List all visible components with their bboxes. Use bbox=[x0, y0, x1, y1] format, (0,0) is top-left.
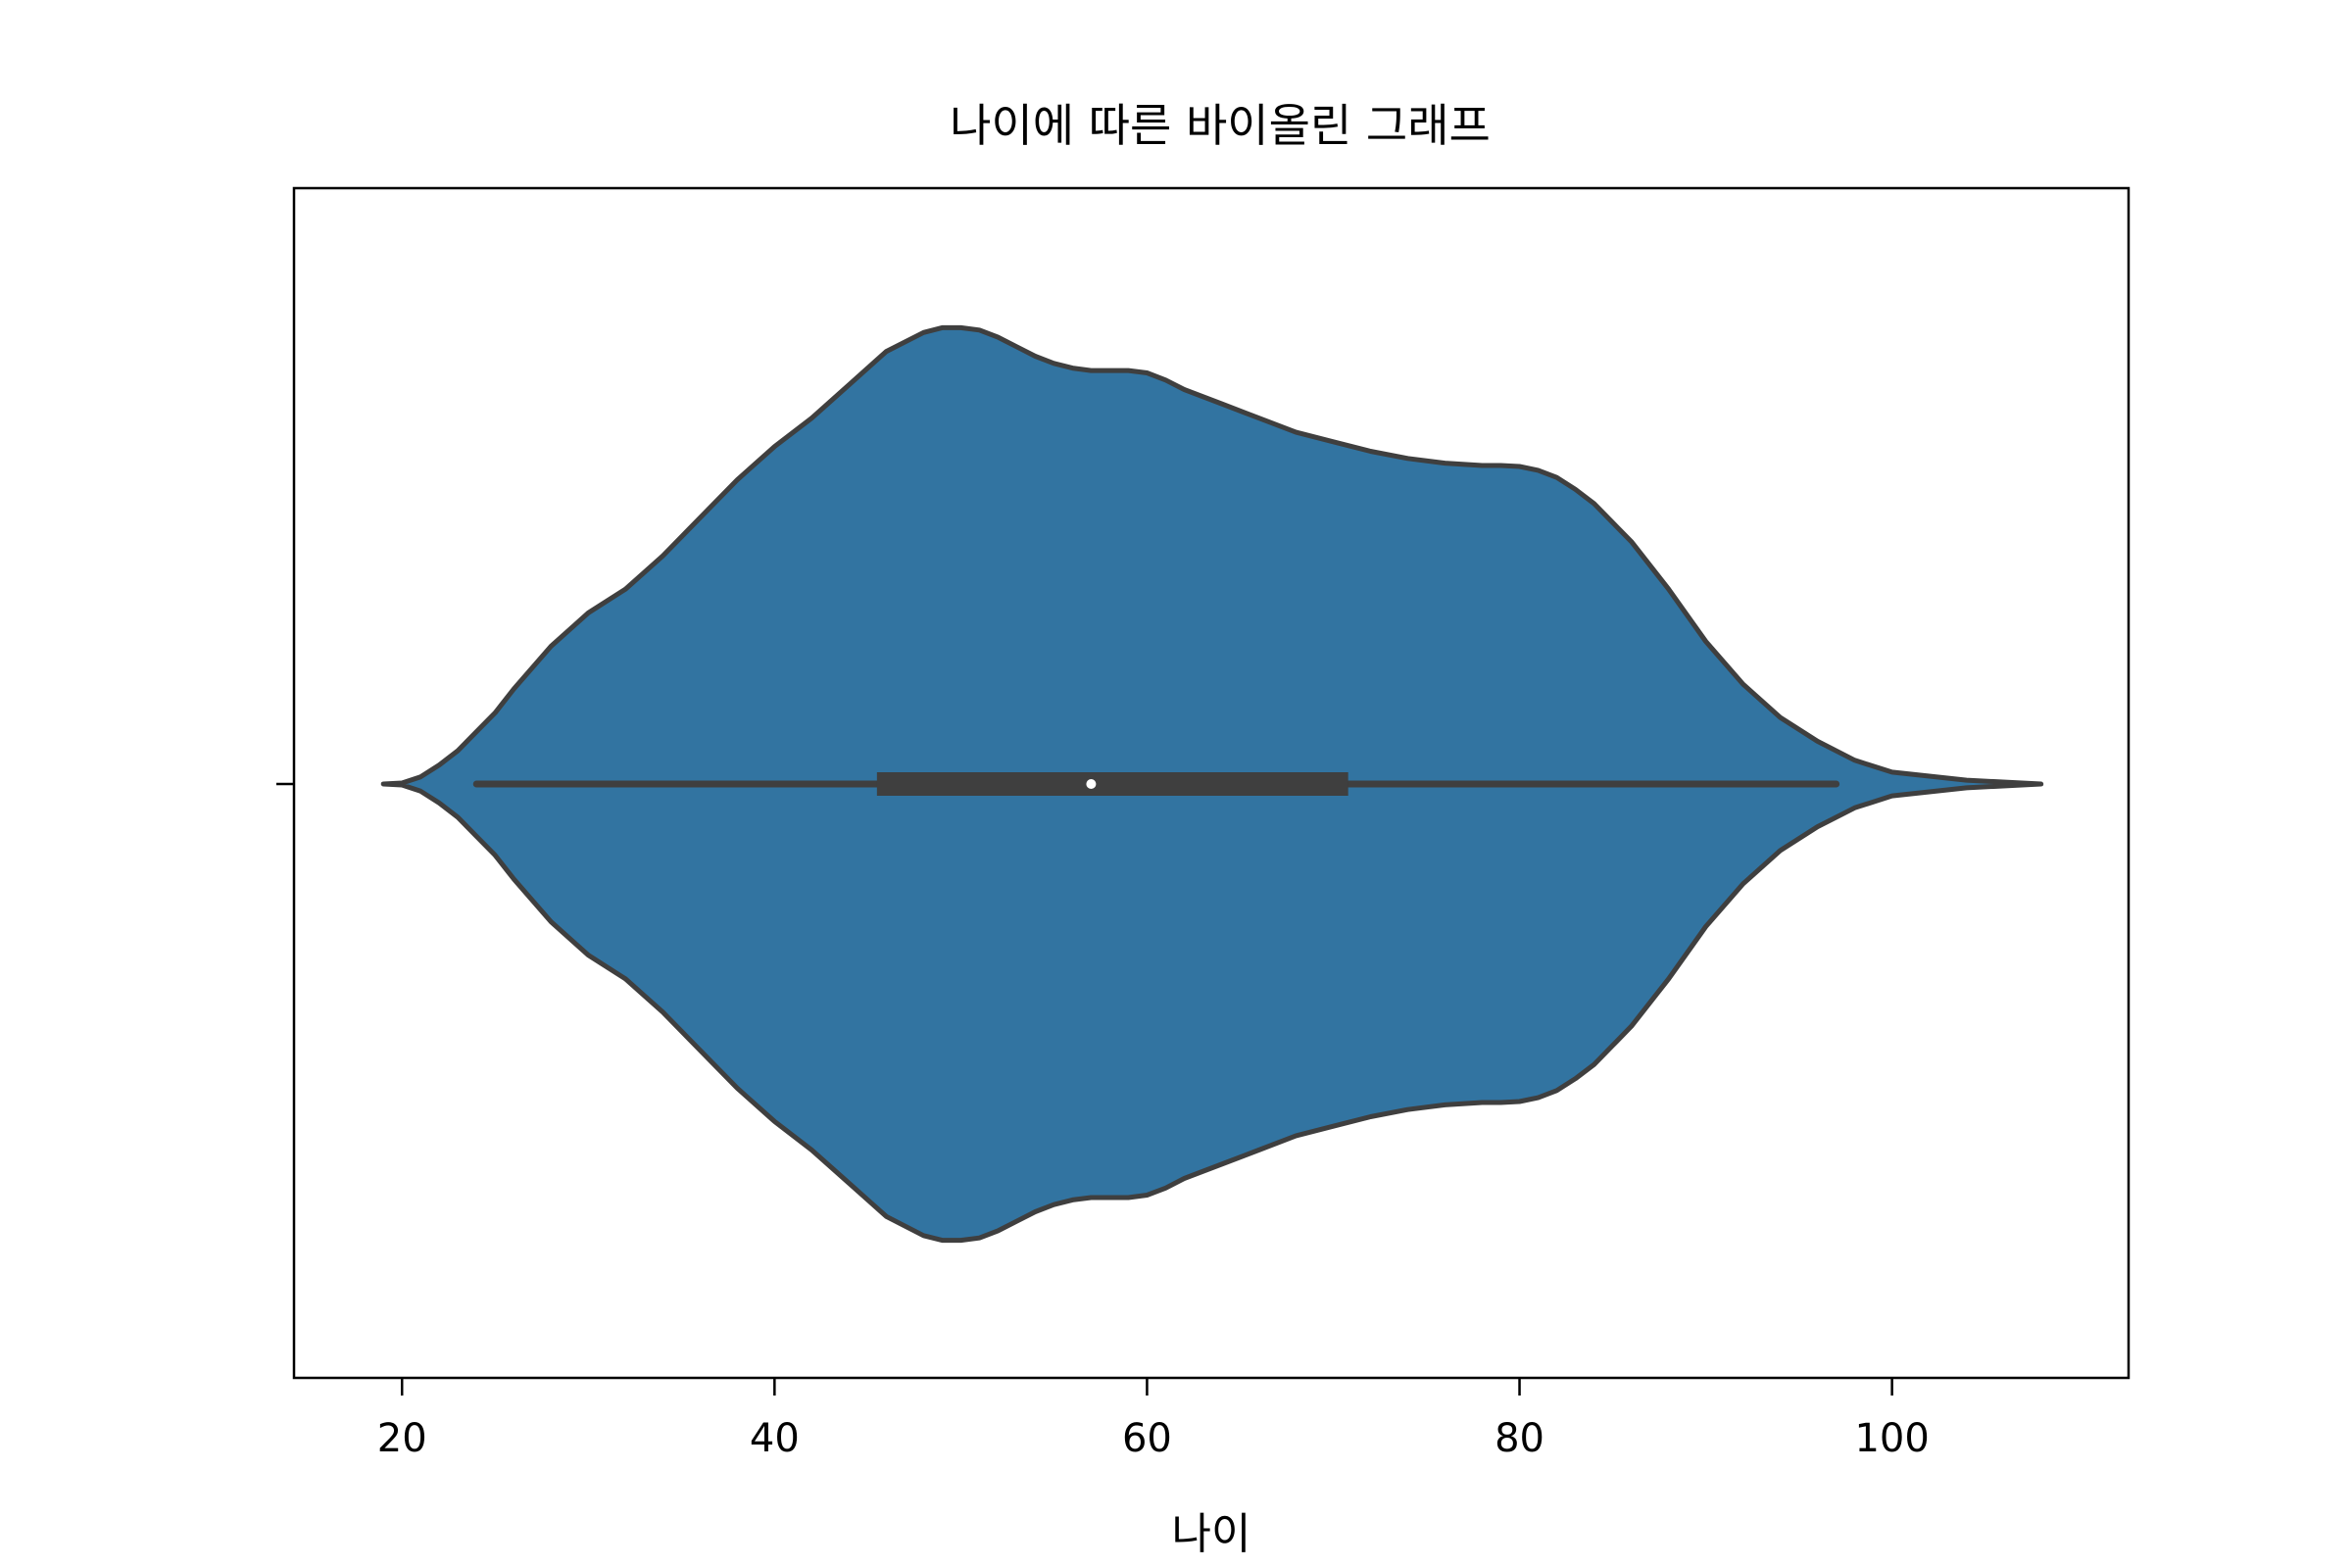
median-marker bbox=[1086, 779, 1097, 789]
plot-area bbox=[380, 324, 2044, 1244]
chart-title: 나이에 따른 바이올린 그래프 bbox=[950, 99, 1491, 152]
iqr-box bbox=[876, 772, 1348, 796]
x-tick-label: 20 bbox=[377, 1416, 427, 1461]
x-tick-label: 100 bbox=[1854, 1416, 1929, 1461]
x-tick-label: 40 bbox=[750, 1416, 800, 1461]
x-tick-label: 80 bbox=[1494, 1416, 1544, 1461]
x-axis: 20 40 60 80 100 bbox=[377, 1378, 1930, 1461]
x-tick-label: 60 bbox=[1122, 1416, 1172, 1461]
x-axis-label: 나이 bbox=[1172, 1509, 1251, 1559]
